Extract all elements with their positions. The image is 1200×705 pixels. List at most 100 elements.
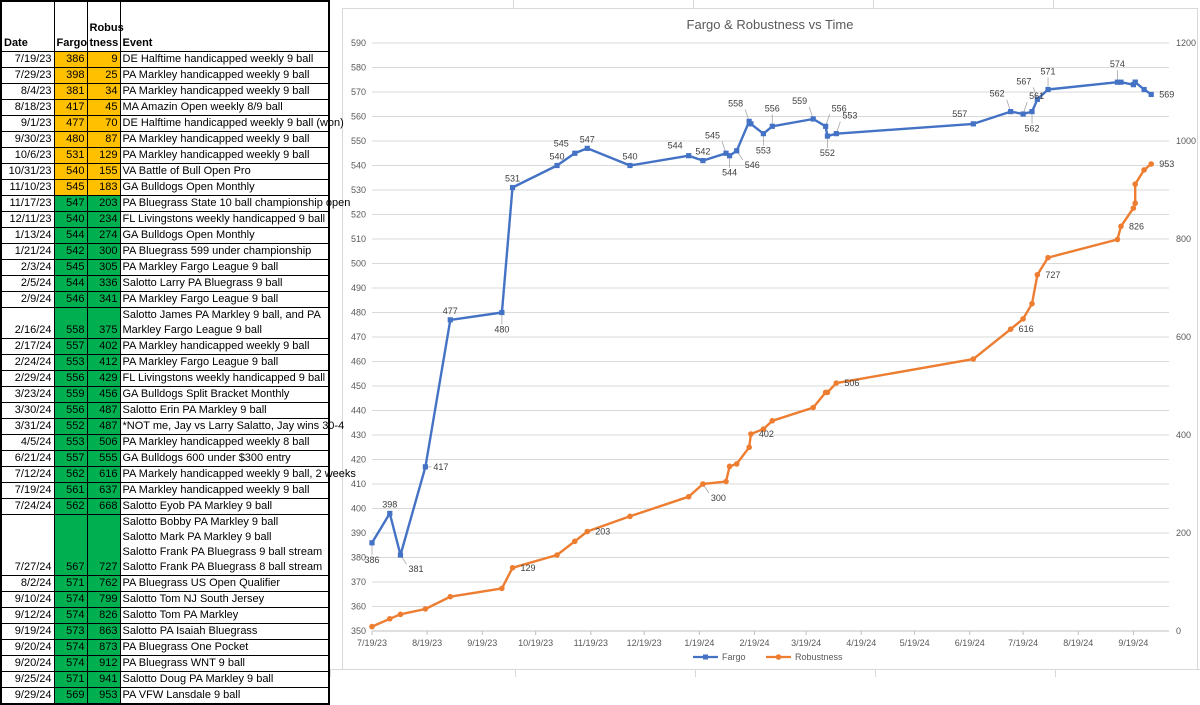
cell-robustness[interactable]: 70 [86, 114, 121, 132]
cell-fargo[interactable]: 545 [53, 258, 88, 276]
cell-date[interactable]: 9/29/24 [0, 686, 55, 704]
cell-fargo[interactable]: 386 [53, 50, 88, 68]
cell-date[interactable]: 2/24/24 [0, 353, 55, 371]
legend-item-robustness[interactable]: Robustness [766, 652, 843, 662]
cell-robustness[interactable]: 762 [86, 574, 121, 592]
cell-date[interactable]: 8/4/23 [0, 82, 55, 100]
cell-event[interactable]: GA Bulldogs Split Bracket Monthly [119, 385, 330, 403]
cell-date[interactable]: 2/17/24 [0, 337, 55, 355]
cell-fargo[interactable]: 546 [53, 290, 88, 308]
cell-fargo[interactable]: 559 [53, 385, 88, 403]
cell-date[interactable]: 9/20/24 [0, 638, 55, 656]
cell-robustness[interactable]: 412 [86, 353, 121, 371]
cell-robustness[interactable]: 341 [86, 290, 121, 308]
cell-event[interactable]: Salotto James PA Markley 9 ball, and PA … [119, 306, 330, 339]
cell-robustness[interactable]: 799 [86, 590, 121, 608]
cell-event[interactable]: GA Bulldogs Open Monthly [119, 178, 330, 196]
cell-fargo[interactable]: 531 [53, 146, 88, 164]
cell-event[interactable]: Salotto Eyob PA Markley 9 ball [119, 497, 330, 515]
cell-fargo[interactable]: 574 [53, 606, 88, 624]
cell-date[interactable]: 1/13/24 [0, 226, 55, 244]
cell-robustness[interactable]: 487 [86, 401, 121, 419]
cell-event[interactable]: MA Amazin Open weekly 8/9 ball [119, 98, 330, 116]
cell-robustness[interactable]: 487 [86, 417, 121, 435]
cell-date[interactable]: 7/12/24 [0, 465, 55, 483]
cell-fargo[interactable]: 574 [53, 638, 88, 656]
cell-date[interactable]: 2/16/24 [0, 306, 55, 339]
cell-fargo[interactable]: 553 [53, 353, 88, 371]
cell-fargo[interactable]: 569 [53, 686, 88, 704]
cell-robustness[interactable]: 155 [86, 162, 121, 180]
cell-date[interactable]: 7/19/23 [0, 50, 55, 68]
cell-event[interactable]: GA Bulldogs 600 under $300 entry [119, 449, 330, 467]
cell-fargo[interactable]: 542 [53, 242, 88, 260]
cell-date[interactable]: 9/25/24 [0, 670, 55, 688]
cell-event[interactable]: PA Markley handicapped weekly 9 ball [119, 481, 330, 499]
header-robustness[interactable]: Robus tness [86, 0, 124, 52]
cell-fargo[interactable]: 557 [53, 449, 88, 467]
cell-date[interactable]: 6/21/24 [0, 449, 55, 467]
cell-date[interactable]: 9/10/24 [0, 590, 55, 608]
cell-date[interactable]: 7/19/24 [0, 481, 55, 499]
cell-robustness[interactable]: 506 [86, 433, 121, 451]
cell-robustness[interactable]: 274 [86, 226, 121, 244]
cell-date[interactable]: 9/19/24 [0, 622, 55, 640]
cell-fargo[interactable]: 556 [53, 401, 88, 419]
cell-fargo[interactable]: 558 [53, 306, 88, 339]
cell-fargo[interactable]: 556 [53, 369, 88, 387]
cell-robustness[interactable]: 637 [86, 481, 121, 499]
cell-event[interactable]: *NOT me, Jay vs Larry Salatto, Jay wins … [119, 417, 344, 435]
cell-fargo[interactable]: 381 [53, 82, 88, 100]
cell-event[interactable]: Salotto PA Isaiah Bluegrass [119, 622, 330, 640]
cell-robustness[interactable]: 826 [86, 606, 121, 624]
cell-fargo[interactable]: 540 [53, 162, 88, 180]
cell-fargo[interactable]: 567 [53, 513, 88, 576]
cell-fargo[interactable]: 571 [53, 574, 88, 592]
cell-event[interactable]: PA Markley handicapped weekly 9 ball [119, 130, 330, 148]
cell-fargo[interactable]: 480 [53, 130, 88, 148]
cell-event[interactable]: PA Markley handicapped weekly 9 ball [119, 146, 330, 164]
cell-event[interactable]: FL Livingstons weekly handicapped 9 ball [119, 369, 330, 387]
cell-fargo[interactable]: 573 [53, 622, 88, 640]
cell-event[interactable]: PA Markley handicapped weekly 8 ball [119, 433, 330, 451]
cell-fargo[interactable]: 552 [53, 417, 88, 435]
cell-fargo[interactable]: 544 [53, 226, 88, 244]
cell-event[interactable]: Salotto Bobby PA Markley 9 ball Salotto … [119, 513, 330, 576]
cell-event[interactable]: PA Markely handicapped weekly 9 ball, 2 … [119, 465, 356, 483]
cell-event[interactable]: PA Bluegrass One Pocket [119, 638, 330, 656]
cell-fargo[interactable]: 561 [53, 481, 88, 499]
cell-date[interactable]: 2/5/24 [0, 274, 55, 292]
cell-robustness[interactable]: 300 [86, 242, 121, 260]
header-event[interactable]: Event [119, 0, 330, 52]
cell-event[interactable]: DE Halftime handicapped weekly 9 ball [119, 50, 330, 68]
header-fargo[interactable]: Fargo [53, 0, 88, 52]
cell-robustness[interactable]: 234 [86, 210, 121, 228]
cell-event[interactable]: PA Markley Fargo League 9 ball [119, 258, 330, 276]
cell-fargo[interactable]: 545 [53, 178, 88, 196]
cell-date[interactable]: 7/29/23 [0, 66, 55, 84]
cell-robustness[interactable]: 555 [86, 449, 121, 467]
cell-event[interactable]: PA Bluegrass State 10 ball championship … [119, 194, 350, 212]
cell-date[interactable]: 7/27/24 [0, 513, 55, 576]
legend-item-fargo[interactable]: Fargo [693, 652, 746, 662]
cell-event[interactable]: PA Markley Fargo League 9 ball [119, 353, 330, 371]
cell-robustness[interactable]: 727 [86, 513, 121, 576]
cell-fargo[interactable]: 574 [53, 590, 88, 608]
cell-date[interactable]: 3/30/24 [0, 401, 55, 419]
cell-robustness[interactable]: 9 [86, 50, 121, 68]
cell-robustness[interactable]: 305 [86, 258, 121, 276]
cell-date[interactable]: 11/17/23 [0, 194, 55, 212]
header-date[interactable]: Date [0, 0, 55, 52]
cell-date[interactable]: 10/6/23 [0, 146, 55, 164]
cell-date[interactable]: 12/11/23 [0, 210, 55, 228]
cell-date[interactable]: 8/18/23 [0, 98, 55, 116]
cell-event[interactable]: Salotto Tom PA Markley [119, 606, 330, 624]
cell-event[interactable]: PA Bluegrass 599 under championship [119, 242, 330, 260]
cell-robustness[interactable]: 25 [86, 66, 121, 84]
cell-date[interactable]: 2/3/24 [0, 258, 55, 276]
cell-event[interactable]: PA Markley handicapped weekly 9 ball [119, 66, 330, 84]
cell-event[interactable]: Salotto Larry PA Bluegrass 9 ball [119, 274, 330, 292]
cell-fargo[interactable]: 417 [53, 98, 88, 116]
cell-date[interactable]: 2/9/24 [0, 290, 55, 308]
cell-date[interactable]: 9/30/23 [0, 130, 55, 148]
